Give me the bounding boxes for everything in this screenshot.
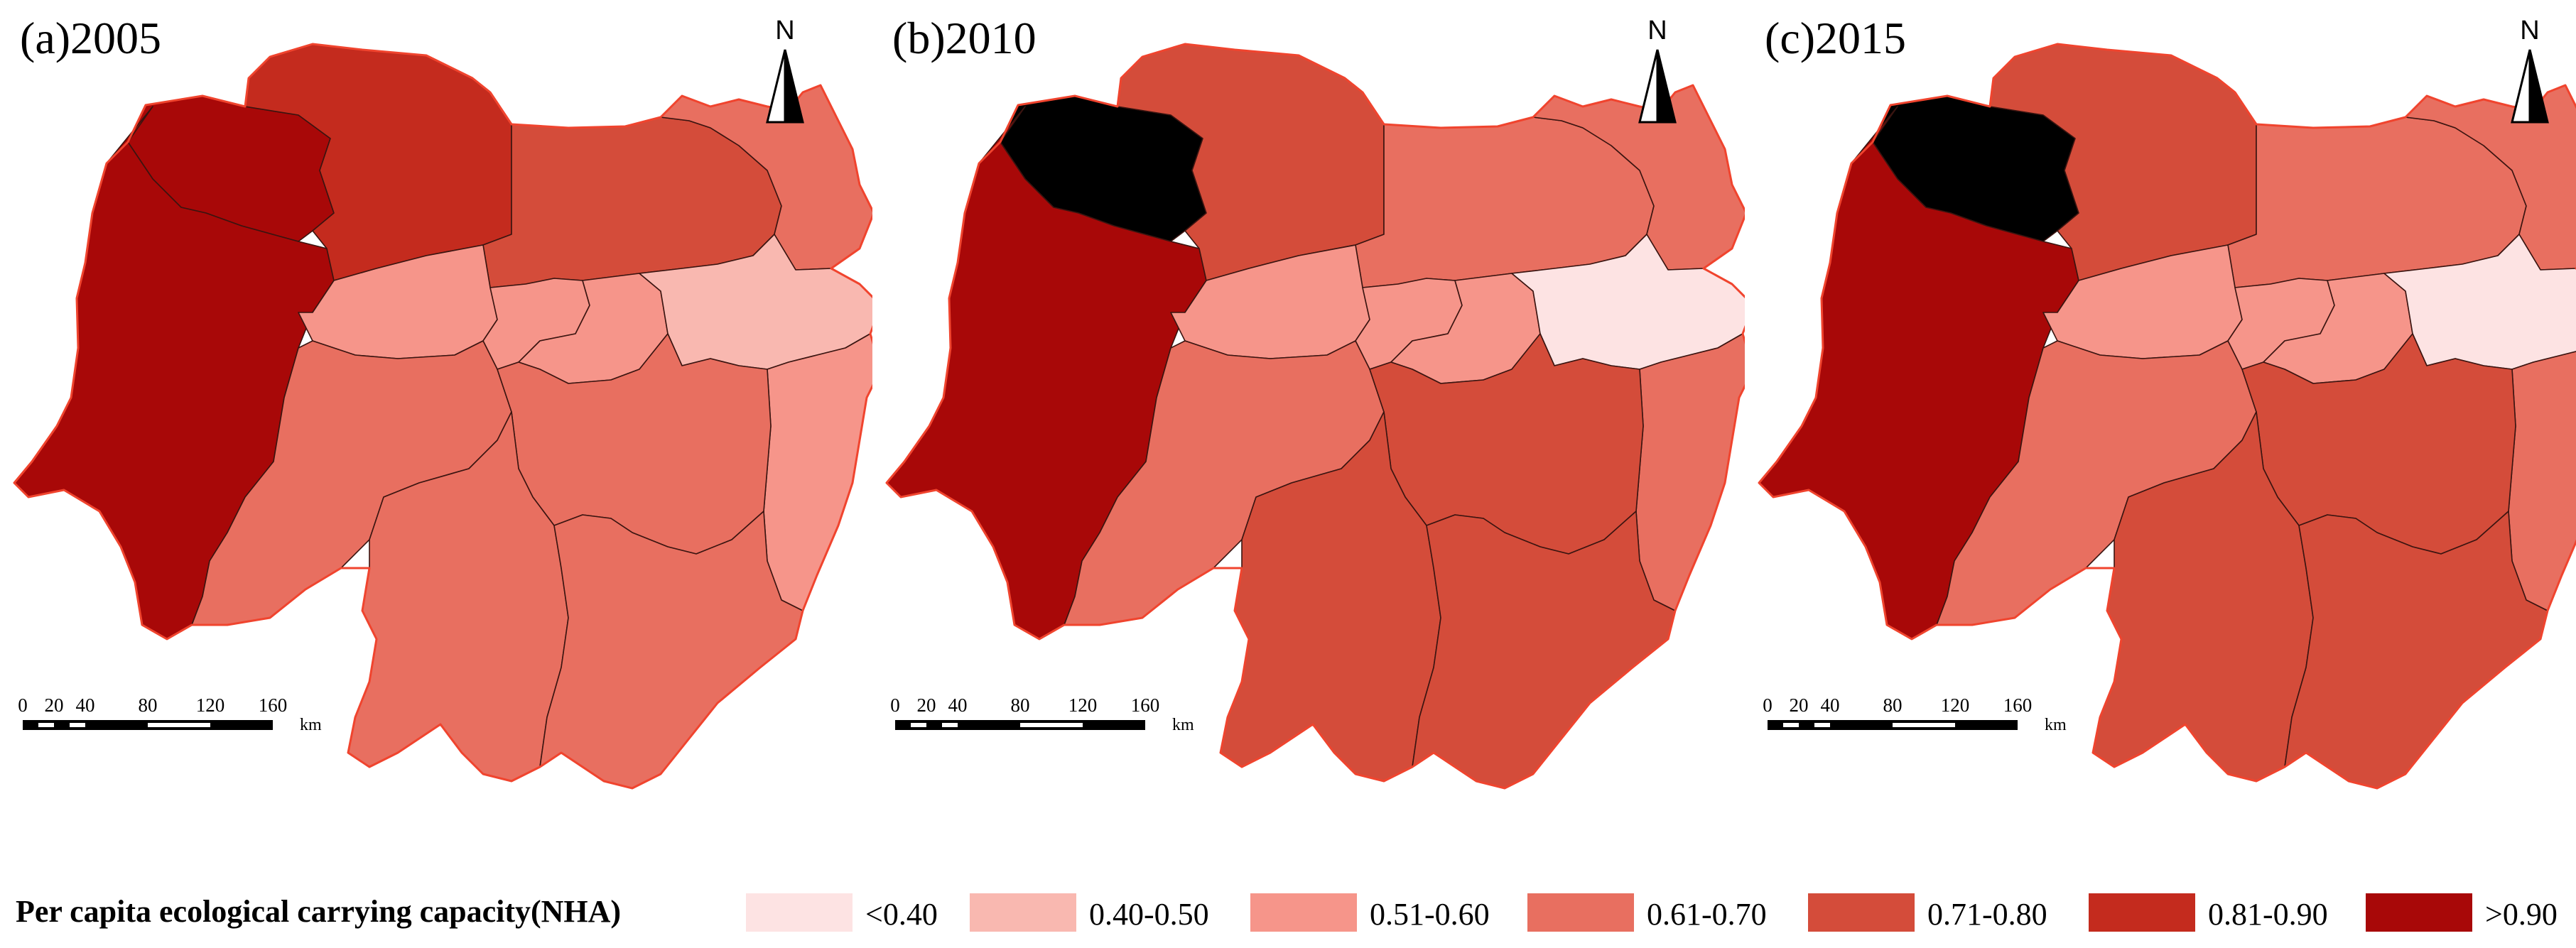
choropleth-map — [13, 43, 872, 790]
scale-tick-label: 40 — [1820, 694, 1840, 716]
north-arrow-icon: N — [753, 16, 817, 129]
north-arrow-icon: N — [2498, 16, 2562, 129]
region-e1 — [1635, 333, 1745, 611]
legend-label: 0.51-0.60 — [1370, 897, 1490, 932]
legend-swatch — [2089, 893, 2195, 932]
scale-tick-label: 20 — [916, 694, 936, 716]
scale-tick-label: 40 — [75, 694, 95, 716]
legend-swatch — [1250, 893, 1357, 932]
legend-label: 0.61-0.70 — [1647, 897, 1767, 932]
region-s3 — [1412, 511, 1676, 789]
scale-tick-label: 120 — [195, 694, 225, 716]
scale-tick-label: 80 — [1883, 694, 1903, 716]
scale-tick-label: 120 — [1940, 694, 1970, 716]
province-outline — [885, 43, 1745, 790]
panel-title: (a)2005 — [20, 13, 162, 63]
scale-tick-label: 120 — [1068, 694, 1098, 716]
panel-title: (c)2015 — [1765, 13, 1907, 63]
scale-tick-label: 0 — [18, 694, 28, 716]
choropleth-map — [885, 43, 1745, 790]
north-label: N — [775, 16, 795, 45]
panel-title: (b)2010 — [892, 13, 1037, 63]
scale-tick-label: 160 — [1130, 694, 1160, 716]
legend-swatch — [970, 893, 1076, 932]
scale-unit: km — [1172, 716, 1194, 734]
choropleth-map — [1758, 43, 2576, 790]
scale-tick-label: 0 — [890, 694, 900, 716]
north-label: N — [1647, 16, 1667, 45]
map-panel-1: (a)2005 N 0 20 40 80 120 160 km — [0, 0, 872, 852]
legend-label: 0.71-0.80 — [1927, 897, 2047, 932]
legend-swatch — [1808, 893, 1915, 932]
scale-tick-label: 160 — [258, 694, 288, 716]
region-s3 — [539, 511, 803, 789]
region-s3 — [2284, 511, 2548, 789]
legend: Per capita ecological carrying capacity(… — [0, 888, 2576, 937]
region-e1 — [2508, 351, 2576, 611]
scale-bar: 0 20 40 80 120 160 km — [17, 694, 330, 737]
legend-swatch — [2366, 893, 2472, 932]
legend-label: <0.40 — [865, 897, 938, 932]
legend-label: >0.90 — [2485, 897, 2558, 932]
scale-bar: 0 20 40 80 120 160 km — [889, 694, 1202, 737]
scale-tick-label: 0 — [1763, 694, 1773, 716]
province-outline — [1758, 43, 2576, 790]
scale-bar: 0 20 40 80 120 160 km — [1762, 694, 2074, 737]
legend-swatch — [1527, 893, 1634, 932]
scale-tick-label: 20 — [44, 694, 64, 716]
scale-tick-label: 20 — [1789, 694, 1809, 716]
legend-label: 0.81-0.90 — [2208, 897, 2328, 932]
scale-tick-label: 80 — [138, 694, 158, 716]
region-e1 — [763, 333, 872, 611]
scale-unit: km — [300, 716, 322, 734]
legend-title: Per capita ecological carrying capacity(… — [16, 894, 622, 929]
north-label: N — [2520, 16, 2540, 45]
legend-label: 0.40-0.50 — [1089, 897, 1209, 932]
legend-swatch — [746, 893, 853, 932]
scale-unit: km — [2045, 716, 2067, 734]
north-arrow-icon: N — [1625, 16, 1689, 129]
province-outline — [13, 43, 872, 790]
scale-tick-label: 160 — [2003, 694, 2033, 716]
map-panel-3: (c)2015 N 0 20 40 80 120 160 km — [1745, 0, 2576, 852]
scale-tick-label: 80 — [1010, 694, 1030, 716]
scale-tick-label: 40 — [948, 694, 968, 716]
map-panel-2: (b)2010 N 0 20 40 80 120 160 km — [872, 0, 1745, 852]
